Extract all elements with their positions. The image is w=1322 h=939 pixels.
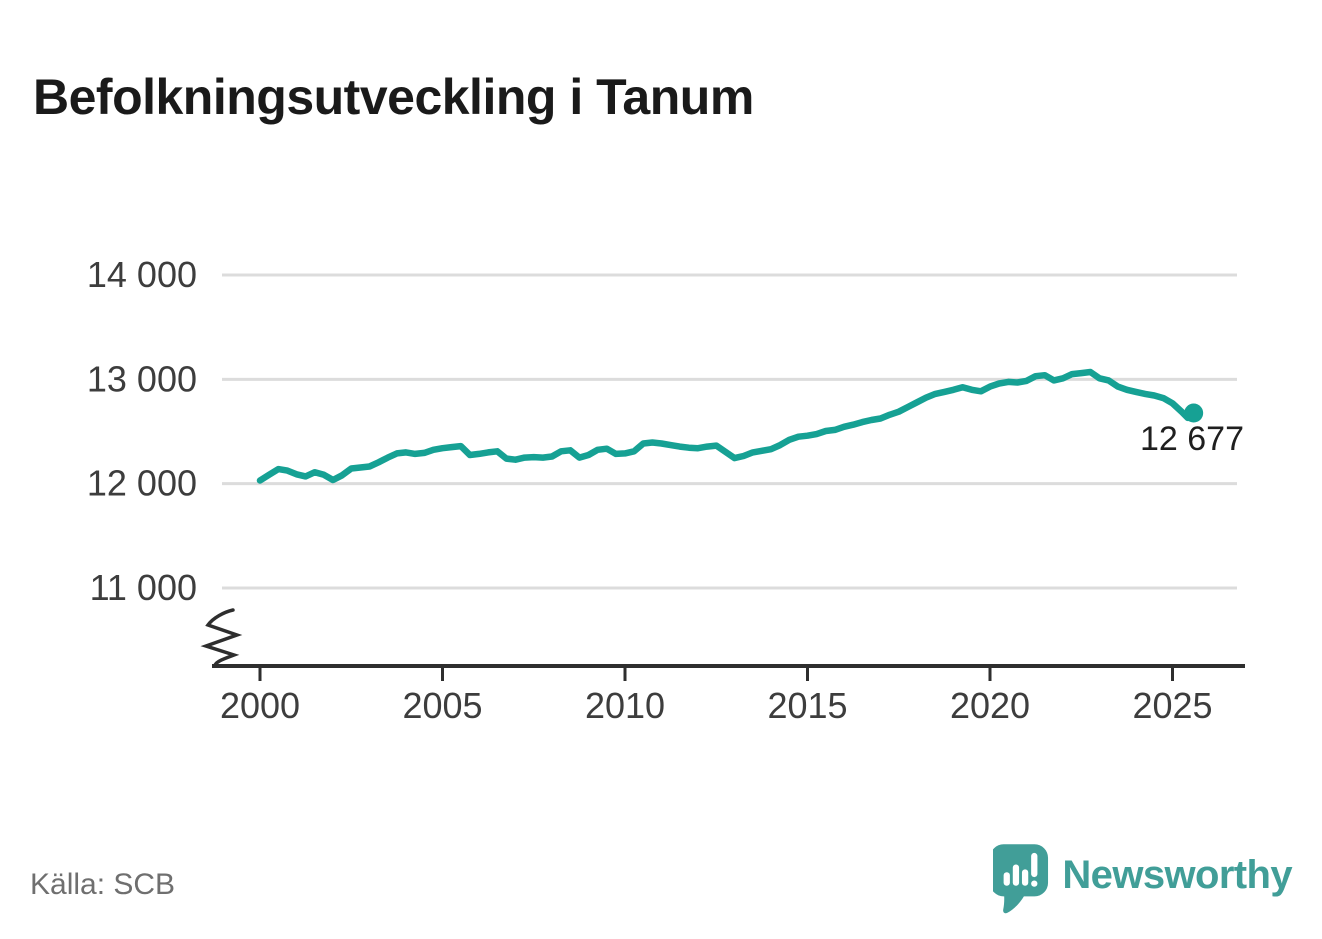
- y-tick-label: 14 000: [87, 254, 197, 295]
- x-tick-label: 2005: [402, 685, 482, 726]
- y-tick-label: 12 000: [87, 463, 197, 504]
- x-tick-label: 2025: [1132, 685, 1212, 726]
- last-value-label: 12 677: [1140, 420, 1244, 458]
- newsworthy-logo-icon: [993, 844, 1049, 914]
- axis-break-icon: [200, 608, 243, 667]
- source-note: Källa: SCB: [30, 868, 176, 901]
- x-tick-label: 2015: [767, 685, 847, 726]
- x-tick-label: 2020: [950, 685, 1030, 726]
- brand-name: Newsworthy: [1062, 853, 1292, 897]
- y-tick-label: 13 000: [87, 358, 197, 399]
- population-line: [256, 368, 1197, 484]
- x-tick-label: 2010: [585, 685, 665, 726]
- x-tick-label: 2000: [220, 685, 300, 726]
- brand: Newsworthy: [993, 843, 1293, 915]
- last-point-marker: [1184, 403, 1204, 423]
- bar-chart-glyph: [1004, 852, 1038, 887]
- speech-bubble-shape: [993, 844, 1049, 914]
- page-title: Befolkningsutveckling i Tanum: [33, 68, 754, 125]
- y-tick-label: 11 000: [90, 567, 197, 608]
